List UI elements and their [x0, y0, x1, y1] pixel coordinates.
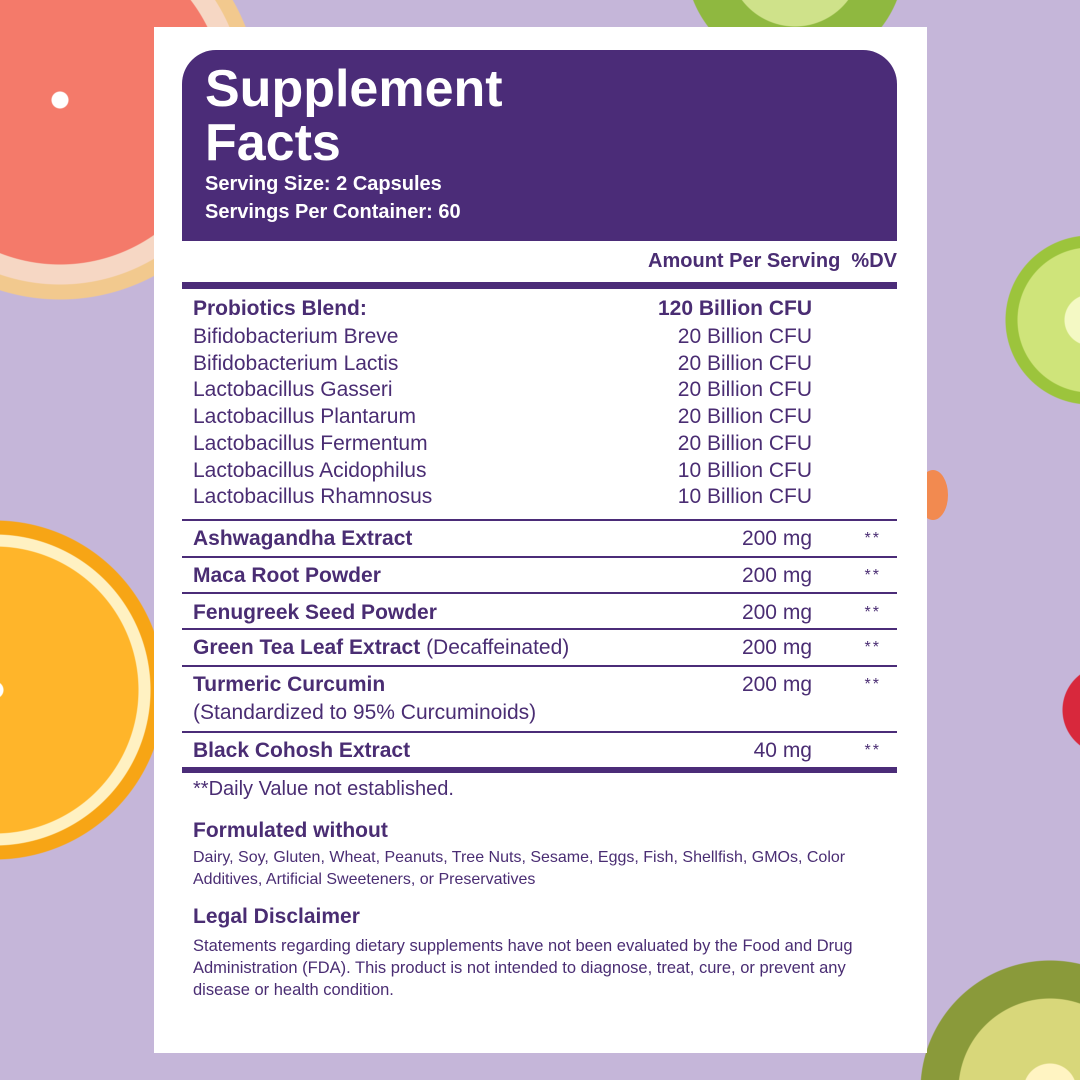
- disclaimer-title: Legal Disclaimer: [193, 905, 360, 928]
- ingredient-amount: 200 mg: [741, 527, 812, 550]
- strain-name: Lactobacillus Acidophilus: [193, 458, 427, 482]
- divider: [182, 519, 897, 521]
- ingredient-amount: 40 mg: [753, 739, 812, 762]
- divider: [182, 628, 897, 630]
- strain-name: Bifidobacterium Breve: [193, 325, 399, 348]
- strain-name: Lactobacillus Fermentum: [193, 431, 428, 455]
- ingredient-amount: 200 mg: [741, 636, 812, 659]
- ingredient-name: Turmeric Curcumin: [193, 673, 386, 696]
- strain-amount: 10 Billion CFU: [677, 485, 812, 509]
- divider: [182, 665, 897, 667]
- divider: [182, 731, 897, 733]
- footnote: **Daily Value not established.: [193, 778, 454, 800]
- serving-size: Serving Size: 2 Capsules: [205, 173, 442, 195]
- strain-name: Lactobacillus Plantarum: [193, 405, 416, 429]
- strain-amount: 10 Billion CFU: [677, 458, 812, 482]
- berry-image: [1062, 665, 1080, 755]
- ingredient-dv: **: [864, 604, 881, 621]
- divider: [182, 592, 897, 594]
- amount-header: Amount Per Serving: [648, 250, 841, 272]
- strain-name: Lactobacillus Rhamnosus: [193, 485, 433, 509]
- ingredient-name: Probiotics Blend:: [193, 297, 367, 320]
- title-line: Supplement: [205, 60, 503, 118]
- divider: [182, 556, 897, 558]
- ingredient-dv: **: [864, 676, 881, 693]
- disclaimer-text: Statements regarding dietary supplements…: [193, 937, 853, 999]
- formulated-title: Formulated without: [193, 819, 388, 842]
- ingredient-name: Black Cohosh Extract: [193, 739, 411, 762]
- title-line: Facts: [205, 114, 341, 172]
- strain-amount: 20 Billion CFU: [677, 431, 812, 455]
- column-headers: Amount Per Serving %DV: [560, 250, 897, 273]
- dv-header: %DV: [851, 250, 897, 272]
- lime-image: [1005, 235, 1080, 405]
- ingredient-dv: **: [864, 567, 881, 584]
- ingredient-name: Green Tea Leaf Extract: [193, 636, 421, 659]
- ingredient-amount: 120 Billion CFU: [657, 297, 812, 320]
- formulated-text: Dairy, Soy, Gluten, Wheat, Peanuts, Tree…: [193, 849, 846, 888]
- kiwi-image: [920, 960, 1080, 1080]
- footer: **Daily Value not established. Formulate…: [193, 778, 883, 1001]
- strain-amount: 20 Billion CFU: [677, 351, 812, 375]
- ingredient-dv: **: [864, 742, 881, 759]
- servings-per-container: Servings Per Container: 60: [205, 201, 461, 223]
- divider: [182, 767, 897, 773]
- ingredient-dv: **: [864, 639, 881, 656]
- orange-image: [0, 520, 165, 860]
- strain-amount: 20 Billion CFU: [677, 405, 812, 429]
- ingredient-note: (Standardized to 95% Curcuminoids): [193, 701, 537, 724]
- strain-name: Lactobacillus Gasseri: [193, 378, 393, 402]
- strain-name: Bifidobacterium Lactis: [193, 351, 399, 375]
- facts-header: Supplement Facts Serving Size: 2 Capsules…: [182, 50, 897, 241]
- ingredient-amount: 200 mg: [741, 564, 812, 587]
- strain-amount: 20 Billion CFU: [677, 378, 812, 402]
- ingredient-name: Fenugreek Seed Powder: [193, 601, 437, 624]
- ingredient-dv: **: [864, 530, 881, 547]
- page-title: Supplement Facts: [205, 62, 897, 170]
- ingredient-name: Maca Root Powder: [193, 564, 381, 587]
- ingredient-amount: 200 mg: [741, 601, 812, 624]
- divider: [182, 282, 897, 289]
- ingredient-amount: 200 mg: [741, 673, 812, 696]
- ingredient-name: Ashwagandha Extract: [193, 527, 413, 550]
- ingredient-note: (Decaffeinated): [426, 636, 570, 659]
- strain-amount: 20 Billion CFU: [677, 325, 812, 348]
- kiwi-image: [685, 0, 905, 30]
